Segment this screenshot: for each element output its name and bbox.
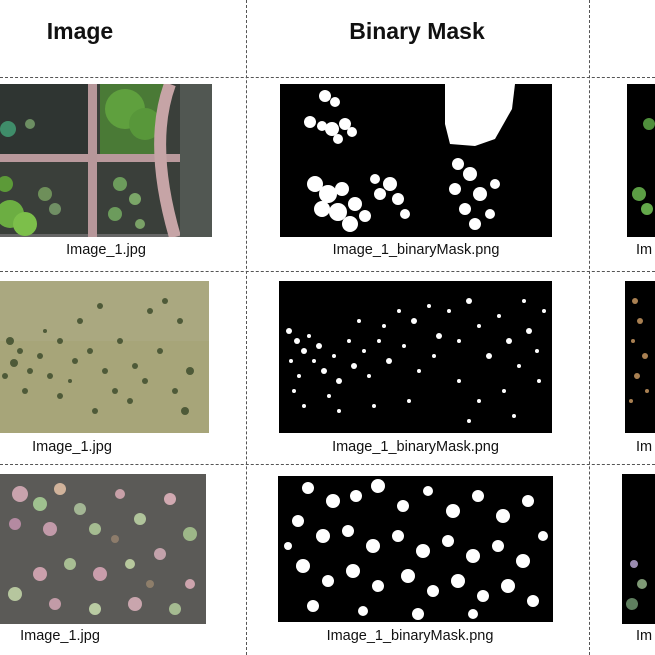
image-caption-row-1: Image_1.jpg: [66, 242, 146, 258]
row-divider-2: [0, 271, 655, 272]
photo-thumbnail-row-1: [0, 84, 212, 237]
column-header-image: Image: [46, 18, 114, 44]
row-divider-3: [0, 464, 655, 465]
photo-thumbnail-row-3: [0, 474, 206, 624]
mask-caption-row-1: Image_1_binaryMask.png: [332, 242, 500, 258]
third-column-caption-row-3: Im: [636, 628, 653, 644]
third-column-thumbnail-row-3: [622, 474, 655, 624]
row-divider-1: [0, 77, 655, 78]
third-column-caption-row-1: Im: [636, 242, 653, 258]
mask-caption-row-3: Image_1_binaryMask.png: [326, 628, 494, 644]
image-caption-row-3: Image_1.jpg: [20, 628, 100, 644]
column-divider-1: [246, 0, 247, 655]
photo-thumbnail-row-2: [0, 281, 209, 433]
third-column-thumbnail-row-1: [627, 84, 655, 237]
binary-mask-row-3: [278, 476, 553, 622]
binary-mask-row-2: [279, 281, 552, 433]
column-divider-2: [589, 0, 590, 655]
binary-mask-row-1: [280, 84, 552, 237]
third-column-thumbnail-row-2: [625, 281, 655, 433]
third-column-caption-row-2: Im: [636, 439, 653, 455]
image-caption-row-2: Image_1.jpg: [32, 439, 112, 455]
column-header-binary-mask: Binary Mask: [349, 18, 485, 44]
mask-caption-row-2: Image_1_binaryMask.png: [332, 439, 499, 455]
